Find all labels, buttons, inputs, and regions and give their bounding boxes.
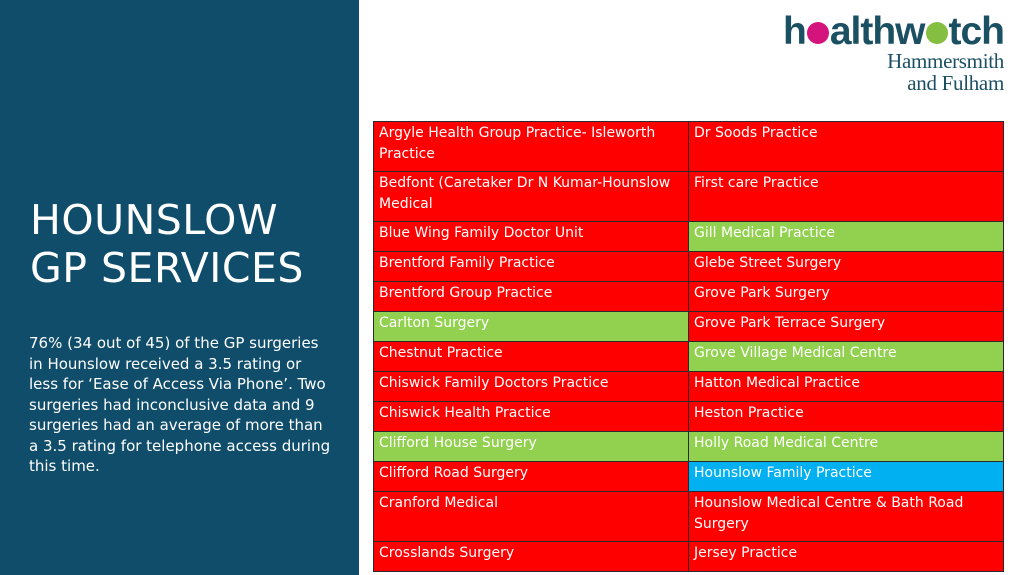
table-row: Blue Wing Family Doctor Unit Gill Medical… [373, 221, 1004, 252]
table-row: Brentford Family Practice Glebe Street Su… [373, 251, 1004, 282]
table-row: Clifford House Surgery Holly Road Medical… [373, 431, 1004, 462]
practice-cell-right: First care Practice [688, 171, 1004, 222]
table-row: Chestnut Practice Grove Village Medical C… [373, 341, 1004, 372]
practice-cell-left: Blue Wing Family Doctor Unit [373, 221, 689, 252]
practice-cell-right: Grove Park Terrace Surgery [688, 311, 1004, 342]
title-line-2: GP SERVICES [30, 244, 304, 292]
practice-cell-left: Crosslands Surgery [373, 541, 689, 572]
title-line-1: HOUNSLOW [30, 196, 278, 244]
page-title: HOUNSLOW GP SERVICES [30, 196, 304, 292]
left-panel: HOUNSLOW GP SERVICES 76% (34 out of 45) … [0, 0, 359, 575]
logo-wordmark: h althw tch [783, 10, 1005, 53]
practice-cell-right: Dr Soods Practice [688, 121, 1004, 172]
logo-line-1: Hammersmith [887, 49, 1004, 73]
practice-cell-right: Heston Practice [688, 401, 1004, 432]
logo-green-dot-icon [925, 22, 948, 44]
practice-cell-left: Cranford Medical [373, 491, 689, 542]
table-row: Argyle Health Group Practice- Isleworth … [373, 121, 1004, 172]
practice-cell-right: Glebe Street Surgery [688, 251, 1004, 282]
practice-cell-left: Bedfont (Caretaker Dr N Kumar-Hounslow M… [373, 171, 689, 222]
table-row: Chiswick Family Doctors Practice Hatton M… [373, 371, 1004, 402]
summary-text: 76% (34 out of 45) of the GP surgeries i… [29, 334, 331, 475]
practice-cell-left: Argyle Health Group Practice- Isleworth … [373, 121, 689, 172]
practice-cell-left: Clifford House Surgery [373, 431, 689, 462]
practice-cell-left: Chiswick Health Practice [373, 401, 689, 432]
practice-cell-left: Brentford Group Practice [373, 281, 689, 312]
practice-cell-right: Gill Medical Practice [688, 221, 1004, 252]
practice-cell-left: Carlton Surgery [373, 311, 689, 342]
table-row: Cranford Medical Hounslow Medical Centre … [373, 491, 1004, 542]
logo-line-2: and Fulham [907, 71, 1004, 95]
gp-practices-table: Argyle Health Group Practice- Isleworth … [373, 121, 1004, 572]
practice-cell-right: Grove Village Medical Centre [688, 341, 1004, 372]
practice-cell-right: Grove Park Surgery [688, 281, 1004, 312]
practice-cell-right: Jersey Practice [688, 541, 1004, 572]
table-row: Clifford Road Surgery Hounslow Family Pra… [373, 461, 1004, 492]
practice-cell-right: Hounslow Medical Centre & Bath Road Surg… [688, 491, 1004, 542]
practice-cell-left: Chiswick Family Doctors Practice [373, 371, 689, 402]
practice-cell-left: Chestnut Practice [373, 341, 689, 372]
practice-cell-left: Clifford Road Surgery [373, 461, 689, 492]
practice-cell-right: Hatton Medical Practice [688, 371, 1004, 402]
practice-cell-left: Brentford Family Practice [373, 251, 689, 282]
table-row: Carlton Surgery Grove Park Terrace Surger… [373, 311, 1004, 342]
logo-subtitle: Hammersmith and Fulham [887, 50, 1004, 94]
healthwatch-logo: h althw tch Hammersmith and Fulham [742, 10, 1005, 96]
table-row: Chiswick Health Practice Heston Practice [373, 401, 1004, 432]
practice-cell-right: Holly Road Medical Centre [688, 431, 1004, 462]
table-row: Brentford Group Practice Grove Park Surge… [373, 281, 1004, 312]
logo-pink-dot-icon [806, 22, 829, 44]
table-row: Bedfont (Caretaker Dr N Kumar-Hounslow M… [373, 171, 1004, 222]
table-row: Crosslands Surgery Jersey Practice [373, 541, 1004, 572]
practice-cell-right: Hounslow Family Practice [688, 461, 1004, 492]
